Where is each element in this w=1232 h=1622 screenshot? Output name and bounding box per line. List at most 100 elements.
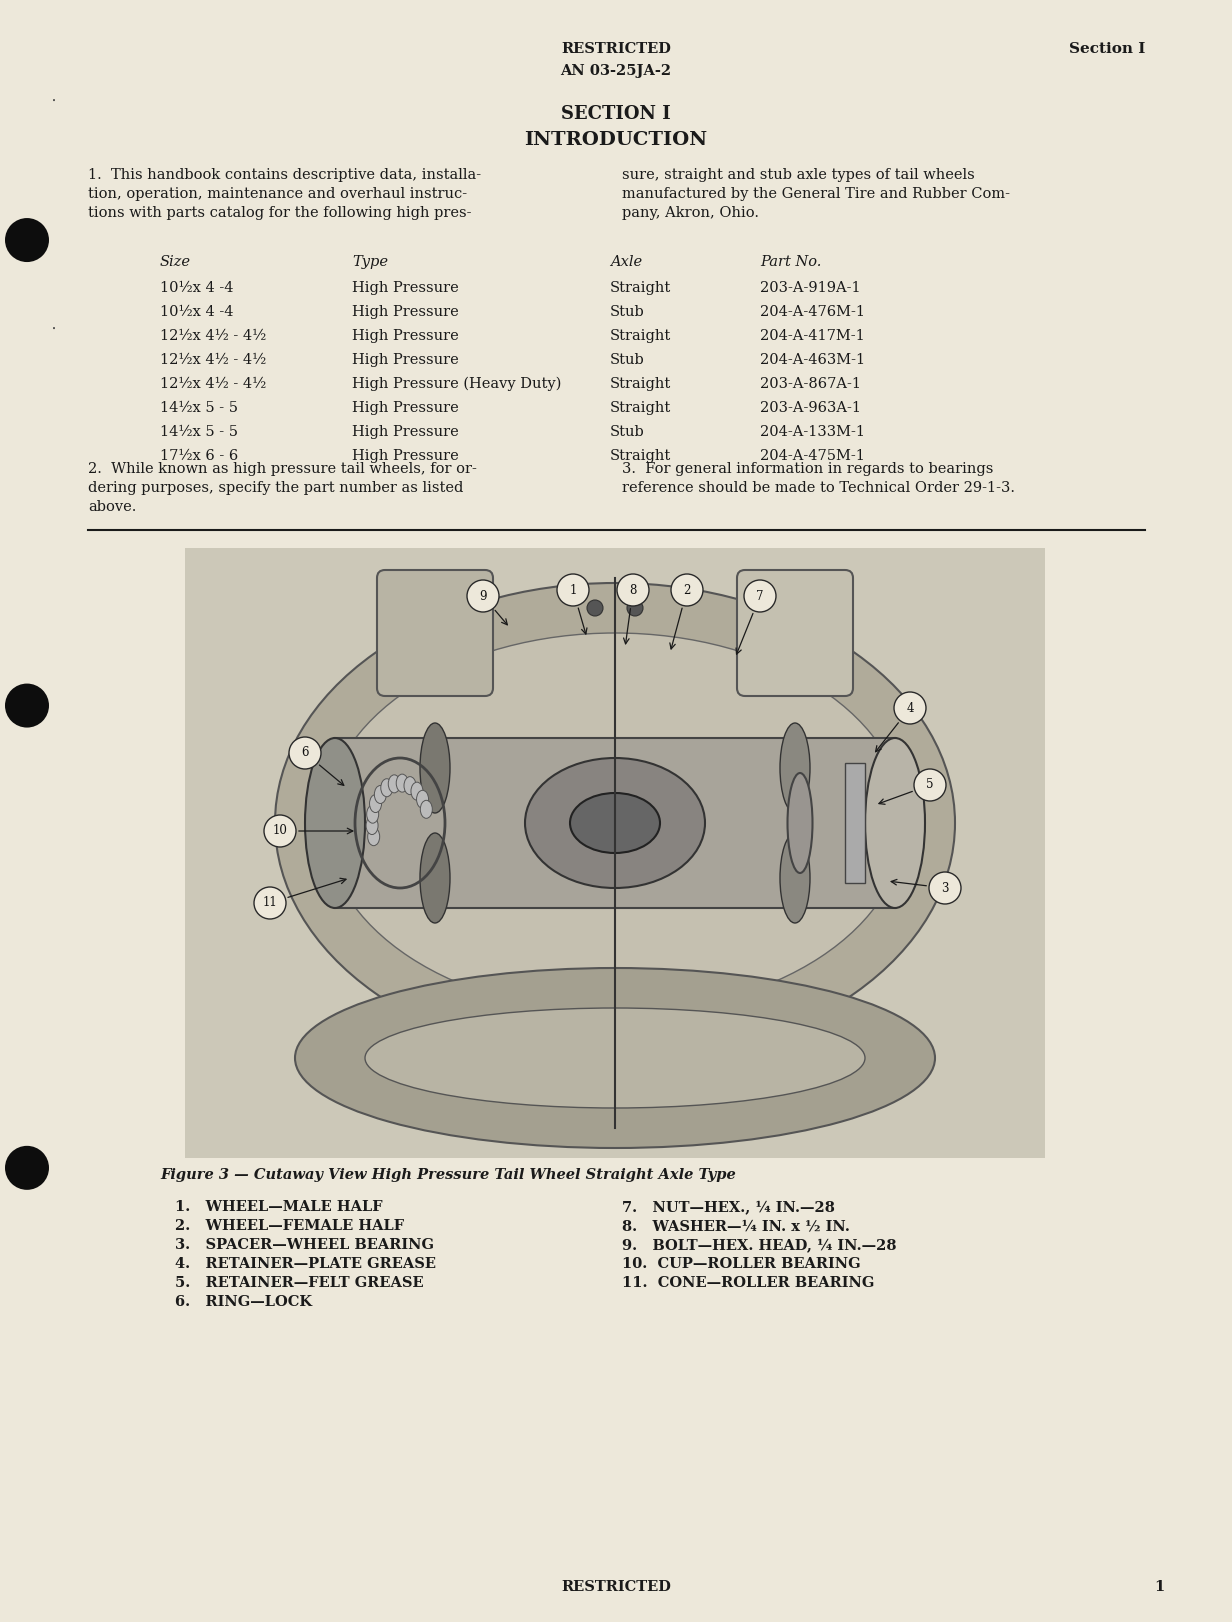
Ellipse shape — [570, 793, 660, 853]
Text: Straight: Straight — [610, 281, 671, 295]
Text: 6.   RING—LOCK: 6. RING—LOCK — [175, 1294, 312, 1309]
Ellipse shape — [306, 738, 365, 908]
Text: 2: 2 — [684, 584, 691, 597]
Circle shape — [671, 574, 703, 607]
Text: manufactured by the General Tire and Rubber Com-: manufactured by the General Tire and Rub… — [622, 187, 1010, 201]
Ellipse shape — [365, 1007, 865, 1108]
Text: 12½x 4½ - 4½: 12½x 4½ - 4½ — [160, 376, 266, 391]
Circle shape — [5, 217, 49, 263]
Bar — [845, 762, 865, 882]
Text: Section I: Section I — [1068, 42, 1145, 57]
Text: •: • — [52, 97, 55, 105]
Ellipse shape — [367, 805, 378, 824]
Text: 12½x 4½ - 4½: 12½x 4½ - 4½ — [160, 354, 266, 367]
Text: 11: 11 — [262, 897, 277, 910]
Text: High Pressure: High Pressure — [352, 401, 458, 415]
Ellipse shape — [780, 834, 809, 923]
Text: High Pressure: High Pressure — [352, 425, 458, 440]
Ellipse shape — [404, 777, 416, 795]
Text: Axle: Axle — [610, 255, 642, 269]
Circle shape — [627, 600, 643, 616]
Text: Straight: Straight — [610, 449, 671, 462]
Text: INTRODUCTION: INTRODUCTION — [525, 131, 707, 149]
Text: 204-A-417M-1: 204-A-417M-1 — [760, 329, 865, 342]
Text: 2.  While known as high pressure tail wheels, for or-: 2. While known as high pressure tail whe… — [87, 462, 477, 475]
Circle shape — [744, 581, 776, 611]
Circle shape — [467, 581, 499, 611]
Text: AN 03-25JA-2: AN 03-25JA-2 — [561, 63, 671, 78]
Text: 10½x 4 -4: 10½x 4 -4 — [160, 281, 234, 295]
Text: Stub: Stub — [610, 305, 644, 320]
Text: 3.   SPACER—WHEEL BEARING: 3. SPACER—WHEEL BEARING — [175, 1238, 434, 1252]
Ellipse shape — [420, 800, 432, 819]
Text: Type: Type — [352, 255, 388, 269]
Ellipse shape — [381, 779, 393, 796]
Text: 11.  CONE—ROLLER BEARING: 11. CONE—ROLLER BEARING — [622, 1277, 875, 1289]
Text: 1.   WHEEL—MALE HALF: 1. WHEEL—MALE HALF — [175, 1200, 383, 1213]
Circle shape — [617, 574, 649, 607]
Text: •: • — [52, 324, 55, 333]
Text: 12½x 4½ - 4½: 12½x 4½ - 4½ — [160, 329, 266, 342]
Text: 1: 1 — [569, 584, 577, 597]
FancyBboxPatch shape — [377, 569, 493, 696]
Ellipse shape — [325, 633, 906, 1014]
Text: sure, straight and stub axle types of tail wheels: sure, straight and stub axle types of ta… — [622, 169, 975, 182]
Text: above.: above. — [87, 500, 137, 514]
Text: SECTION I: SECTION I — [561, 105, 671, 123]
Text: 9.   BOLT—HEX. HEAD, ¼ IN.—28: 9. BOLT—HEX. HEAD, ¼ IN.—28 — [622, 1238, 897, 1252]
Text: 204-A-476M-1: 204-A-476M-1 — [760, 305, 865, 320]
Text: 10: 10 — [272, 824, 287, 837]
Text: High Pressure: High Pressure — [352, 329, 458, 342]
Ellipse shape — [375, 785, 387, 803]
Text: 9: 9 — [479, 589, 487, 602]
Text: 6: 6 — [302, 746, 309, 759]
Text: 204-A-475M-1: 204-A-475M-1 — [760, 449, 865, 462]
Text: 204-A-463M-1: 204-A-463M-1 — [760, 354, 865, 367]
Ellipse shape — [411, 782, 423, 800]
Text: dering purposes, specify the part number as listed: dering purposes, specify the part number… — [87, 482, 463, 495]
Text: Size: Size — [160, 255, 191, 269]
Ellipse shape — [388, 775, 400, 793]
Ellipse shape — [780, 723, 809, 813]
Bar — [185, 548, 1045, 1158]
Text: tion, operation, maintenance and overhaul instruc-: tion, operation, maintenance and overhau… — [87, 187, 467, 201]
Text: 203-A-919A-1: 203-A-919A-1 — [760, 281, 861, 295]
Text: High Pressure: High Pressure — [352, 354, 458, 367]
Circle shape — [264, 814, 296, 847]
Ellipse shape — [420, 723, 450, 813]
Text: Straight: Straight — [610, 376, 671, 391]
Text: 4.   RETAINER—PLATE GREASE: 4. RETAINER—PLATE GREASE — [175, 1257, 436, 1272]
Text: 3.  For general information in regards to bearings: 3. For general information in regards to… — [622, 462, 993, 475]
Text: Part No.: Part No. — [760, 255, 822, 269]
Circle shape — [5, 1145, 49, 1191]
Text: 8: 8 — [630, 584, 637, 597]
Circle shape — [557, 574, 589, 607]
Bar — [335, 738, 894, 908]
Text: 1: 1 — [1154, 1580, 1165, 1594]
Circle shape — [254, 887, 286, 920]
Text: 204-A-133M-1: 204-A-133M-1 — [760, 425, 865, 440]
Text: 1.  This handbook contains descriptive data, installa-: 1. This handbook contains descriptive da… — [87, 169, 482, 182]
Text: pany, Akron, Ohio.: pany, Akron, Ohio. — [622, 206, 759, 221]
Text: High Pressure: High Pressure — [352, 305, 458, 320]
Text: 203-A-867A-1: 203-A-867A-1 — [760, 376, 861, 391]
Ellipse shape — [397, 774, 408, 792]
Text: 3: 3 — [941, 881, 949, 894]
Text: RESTRICTED: RESTRICTED — [561, 1580, 671, 1594]
Text: RESTRICTED: RESTRICTED — [561, 42, 671, 57]
Ellipse shape — [420, 834, 450, 923]
Ellipse shape — [865, 738, 925, 908]
Text: 10.  CUP—ROLLER BEARING: 10. CUP—ROLLER BEARING — [622, 1257, 861, 1272]
Circle shape — [586, 600, 602, 616]
Text: 14½x 5 - 5: 14½x 5 - 5 — [160, 425, 238, 440]
Text: 10½x 4 -4: 10½x 4 -4 — [160, 305, 234, 320]
Text: 7.   NUT—HEX., ¼ IN.—28: 7. NUT—HEX., ¼ IN.—28 — [622, 1200, 835, 1213]
Ellipse shape — [294, 968, 935, 1148]
Text: High Pressure: High Pressure — [352, 449, 458, 462]
Text: High Pressure (Heavy Duty): High Pressure (Heavy Duty) — [352, 376, 562, 391]
Text: Stub: Stub — [610, 354, 644, 367]
Text: 8.   WASHER—¼ IN. x ½ IN.: 8. WASHER—¼ IN. x ½ IN. — [622, 1220, 850, 1233]
Ellipse shape — [787, 774, 812, 873]
Text: tions with parts catalog for the following high pres-: tions with parts catalog for the followi… — [87, 206, 472, 221]
Text: Straight: Straight — [610, 401, 671, 415]
